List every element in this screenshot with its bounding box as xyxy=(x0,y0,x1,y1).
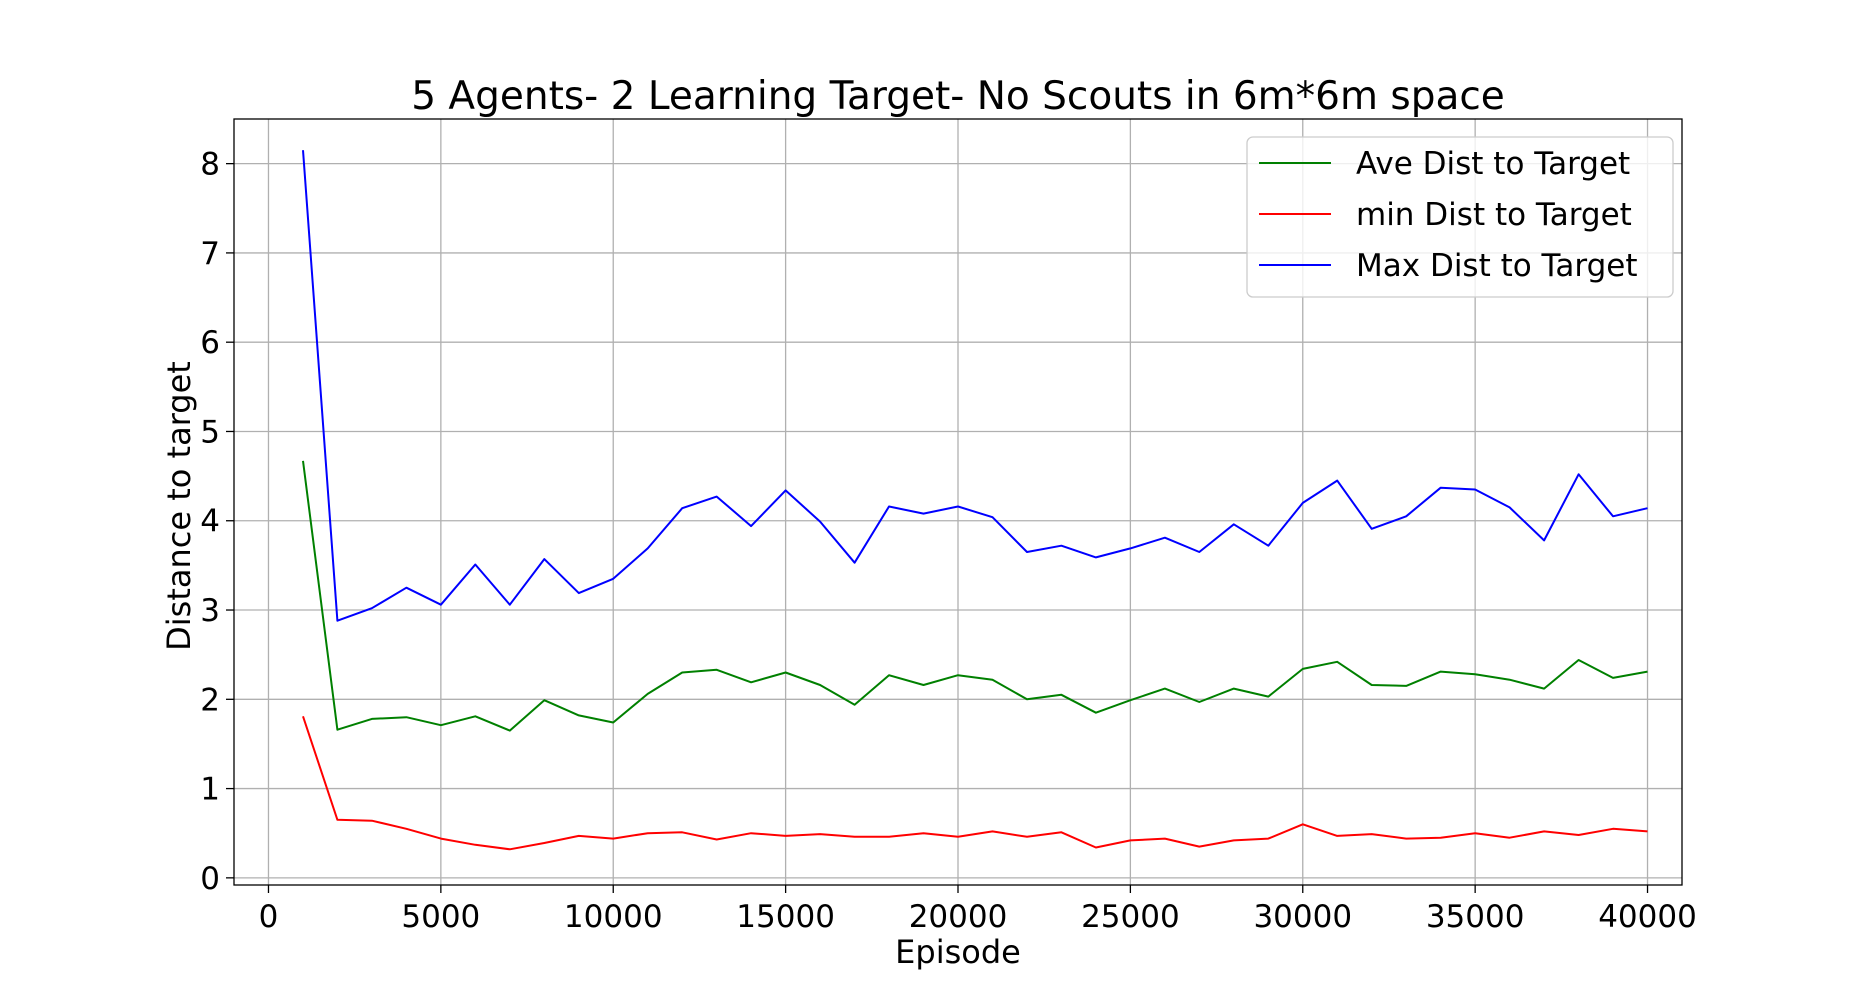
y-tick-label: 5 xyxy=(200,414,220,450)
x-axis-label: Episode xyxy=(895,933,1021,971)
x-tick-label: 20000 xyxy=(909,899,1008,935)
y-tick-label: 6 xyxy=(200,325,220,361)
y-tick-label: 3 xyxy=(200,593,220,629)
legend-label-min-dist-to-target: min Dist to Target xyxy=(1356,197,1632,233)
x-tick-label: 35000 xyxy=(1426,899,1525,935)
legend: Ave Dist to Target min Dist to Target Max … xyxy=(1246,136,1674,298)
x-tick-label: 15000 xyxy=(736,899,835,935)
x-tick-label: 5000 xyxy=(401,899,480,935)
y-tick-label: 0 xyxy=(200,861,220,897)
y-tick-label: 8 xyxy=(200,147,220,183)
series-lines xyxy=(302,150,1648,851)
series-line-ave-dist-to-target xyxy=(302,460,1648,732)
x-tick-label: 30000 xyxy=(1253,899,1352,935)
x-tick-label: 10000 xyxy=(564,899,663,935)
x-axis-ticks: 0 5000 10000 15000 20000 25000 30000 35000 40000 xyxy=(259,885,1697,935)
legend-label-max-dist-to-target: Max Dist to Target xyxy=(1356,248,1637,284)
series-line-max-dist-to-target xyxy=(302,150,1648,622)
x-tick-label: 0 xyxy=(259,899,279,935)
y-tick-label: 4 xyxy=(200,504,220,540)
series-line-min-dist-to-target xyxy=(302,715,1648,851)
y-tick-label: 2 xyxy=(200,682,220,718)
y-tick-label: 1 xyxy=(200,772,220,808)
x-tick-label: 25000 xyxy=(1081,899,1180,935)
y-axis-ticks: 0 1 2 3 4 5 6 7 8 xyxy=(200,147,234,897)
y-tick-label: 7 xyxy=(200,236,220,272)
legend-label-ave-dist-to-target: Ave Dist to Target xyxy=(1356,146,1630,182)
chart-title: 5 Agents- 2 Learning Target- No Scouts i… xyxy=(411,74,1505,119)
y-axis-label: Distance to target xyxy=(160,361,198,651)
legend-box xyxy=(1246,136,1674,298)
x-tick-label: 40000 xyxy=(1598,899,1697,935)
